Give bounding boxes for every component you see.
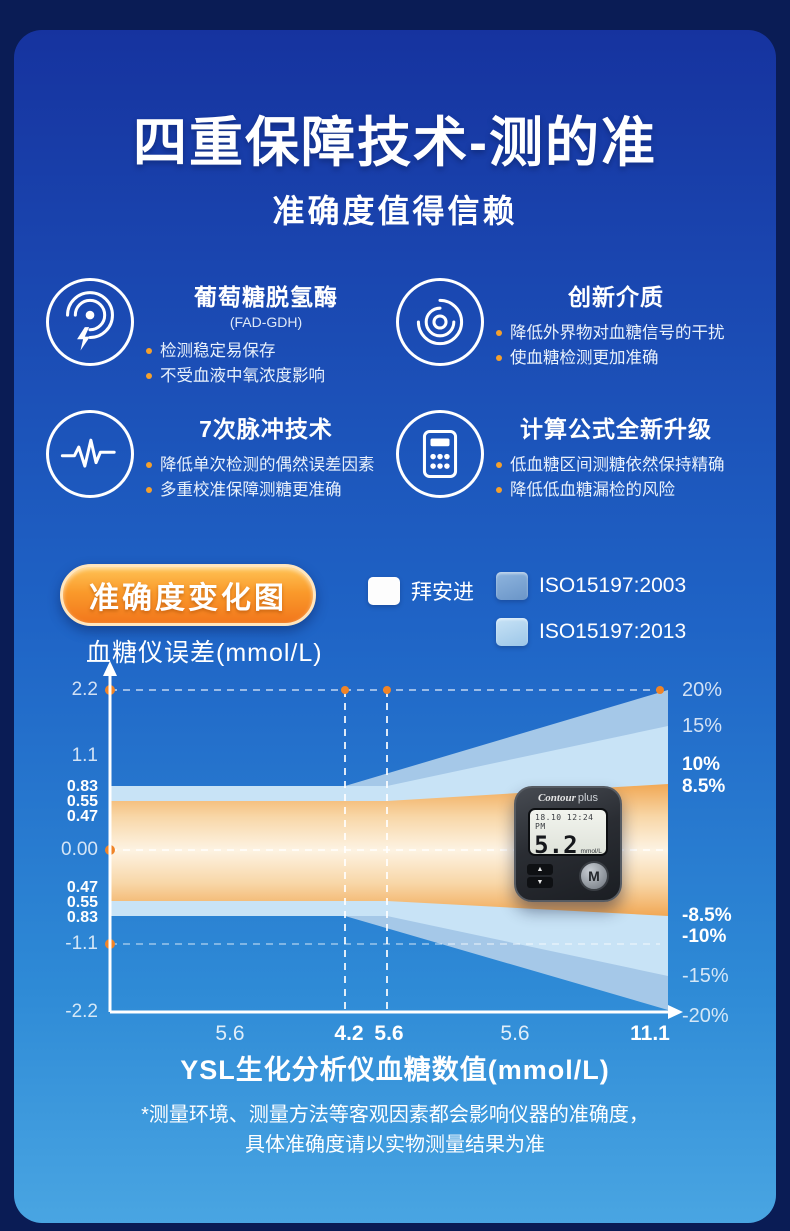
- marker-dot: [656, 686, 664, 694]
- legend-item-iso2013: ISO15197:2013: [496, 618, 686, 646]
- legend-label: 拜安进: [411, 581, 474, 604]
- bullet-dot-icon: [146, 348, 152, 354]
- marker-dot: [341, 686, 349, 694]
- legend-swatch-iso2003: [496, 572, 528, 600]
- device-screen-value: 5.2: [534, 831, 578, 859]
- feature-bullet: 降低外界物对血糖信号的干扰: [496, 321, 736, 346]
- bullet-dot-icon: [496, 462, 502, 468]
- feature-title: 计算公式全新升级: [520, 416, 712, 442]
- device-brand-primary: Contour: [537, 792, 576, 804]
- x-axis-title: YSL生化分析仪血糖数值(mmol/L): [180, 1055, 610, 1085]
- legend-item-bayer: 拜安进: [368, 576, 474, 606]
- feature-title: 创新介质: [568, 284, 664, 310]
- feature-bullet: 使血糖检测更加准确: [496, 346, 736, 371]
- feature-bullet: 降低单次检测的偶然误差因素: [146, 453, 386, 478]
- bullet-text: 降低外界物对血糖信号的干扰: [510, 324, 725, 342]
- y-tick-label: 0.83: [66, 909, 98, 926]
- bullet-text: 低血糖区间测糖依然保持精确: [510, 456, 725, 474]
- percent-tick-label: -8.5%: [682, 905, 732, 926]
- legend-label: ISO15197:2013: [539, 620, 687, 643]
- bullet-text: 使血糖检测更加准确: [510, 348, 659, 367]
- accuracy-chart-badge: 准确度变化图: [60, 564, 316, 626]
- x-tick-label: 11.1: [630, 1022, 670, 1045]
- x-tick-label: 5.6: [374, 1022, 404, 1045]
- percent-tick-label: 8.5%: [682, 776, 726, 797]
- bullet-dot-icon: [496, 330, 502, 336]
- accuracy-chart-canvas: [103, 661, 683, 1019]
- device-screen-date: 18.10 12:24 PM: [535, 813, 594, 831]
- feature-title: 葡萄糖脱氢酶: [194, 284, 338, 310]
- y-tick-label: 0.55: [66, 793, 98, 810]
- device-screen: 18.10 12:24 PM 5.2 mmol/L: [528, 808, 608, 859]
- bullet-text: 多重校准保障测糖更准确: [160, 480, 342, 499]
- feature-bullet: 多重校准保障测糖更准确: [146, 478, 386, 503]
- feature-calculation-formula: 计算公式全新升级 低血糖区间测糖依然保持精确 降低低血糖漏检的风险: [396, 410, 738, 503]
- y-tick-label: 0.55: [66, 894, 98, 911]
- footnote-line-1: *测量环境、测量方法等客观因素都会影响仪器的准确度，: [141, 1104, 649, 1126]
- y-tick-label: 2.2: [71, 679, 98, 700]
- feature-bullet: 低血糖区间测糖依然保持精确: [496, 453, 736, 478]
- y-tick-label: 1.1: [71, 745, 98, 766]
- device-down-button: ▼: [527, 877, 553, 888]
- bullet-text: 不受血液中氧浓度影响: [160, 366, 325, 385]
- glucose-meter-device: Contour plus 18.10 12:24 PM 5.2 mmol/L ▲ …: [514, 786, 622, 902]
- bullet-dot-icon: [146, 486, 152, 493]
- bullet-dot-icon: [496, 354, 502, 361]
- percent-tick-label: -20%: [682, 1005, 729, 1027]
- y-axis-title: 血糖仪误差(mmol/L): [86, 639, 323, 667]
- percent-tick-label: -10%: [682, 926, 727, 947]
- feature-glucose-dehydrogenase: 葡萄糖脱氢酶 (FAD-GDH) 检测稳定易保存 不受血液中氧浓度影响: [46, 278, 388, 389]
- percent-tick-label: -15%: [682, 965, 729, 987]
- legend-swatch-iso2013: [496, 618, 528, 646]
- bullet-dot-icon: [496, 486, 502, 493]
- y-tick-label: 0.00: [61, 839, 98, 860]
- device-memory-button: M: [579, 861, 609, 891]
- y-tick-label: 0.47: [66, 879, 98, 896]
- footnote-line-2: 具体准确度请以实物测量结果为准: [245, 1134, 545, 1156]
- device-screen-unit: mmol/L: [580, 848, 602, 855]
- device-up-button: ▲: [527, 864, 553, 875]
- x-axis-arrow: [668, 1005, 683, 1019]
- x-tick-label: 4.2: [334, 1022, 364, 1045]
- bullet-dot-icon: [146, 372, 152, 379]
- y-tick-label: -2.2: [65, 1001, 98, 1022]
- feature-pulse-technology: 7次脉冲技术 降低单次检测的偶然误差因素 多重校准保障测糖更准确: [46, 410, 388, 503]
- feature-bullet: 不受血液中氧浓度影响: [146, 364, 386, 389]
- percent-tick-label: 20%: [682, 679, 723, 701]
- y-tick-label: -1.1: [65, 933, 98, 954]
- legend-swatch-bayer: [368, 577, 400, 605]
- bullet-text: 降低单次检测的偶然误差因素: [160, 456, 375, 474]
- feature-innovative-medium: 创新介质 降低外界物对血糖信号的干扰 使血糖检测更加准确: [396, 278, 738, 371]
- marker-dot: [383, 686, 391, 694]
- bullet-text: 降低低血糖漏检的风险: [510, 480, 675, 499]
- pulse-icon: [46, 410, 134, 498]
- y-axis-arrow: [103, 661, 117, 676]
- legend-label: ISO15197:2003: [539, 574, 687, 597]
- bullet-dot-icon: [146, 462, 152, 468]
- blue-gradient-panel: [14, 30, 776, 1223]
- bullet-text: 检测稳定易保存: [160, 342, 276, 360]
- feature-bullet: 检测稳定易保存: [146, 339, 386, 364]
- x-tick-label: 5.6: [215, 1022, 245, 1045]
- legend-item-iso2003: ISO15197:2003: [496, 572, 686, 600]
- glucose-sensor-icon: [46, 278, 134, 366]
- y-tick-label: 0.47: [66, 808, 98, 825]
- page-title: 四重保障技术-测的准: [133, 113, 657, 173]
- feature-subtitle: (FAD-GDH): [229, 314, 303, 330]
- feature-bullet: 降低低血糖漏检的风险: [496, 478, 736, 503]
- y-tick-label: 0.83: [66, 778, 98, 795]
- percent-tick-label: 10%: [682, 754, 721, 775]
- innovative-medium-icon: [396, 278, 484, 366]
- x-tick-label: 5.6: [500, 1022, 530, 1045]
- device-brand: Contour plus: [516, 792, 620, 804]
- percent-tick-label: 15%: [682, 715, 723, 737]
- calculator-icon: [396, 410, 484, 498]
- page-subtitle: 准确度值得信赖: [272, 193, 518, 229]
- device-brand-secondary: plus: [577, 792, 599, 804]
- feature-title: 7次脉冲技术: [199, 416, 333, 442]
